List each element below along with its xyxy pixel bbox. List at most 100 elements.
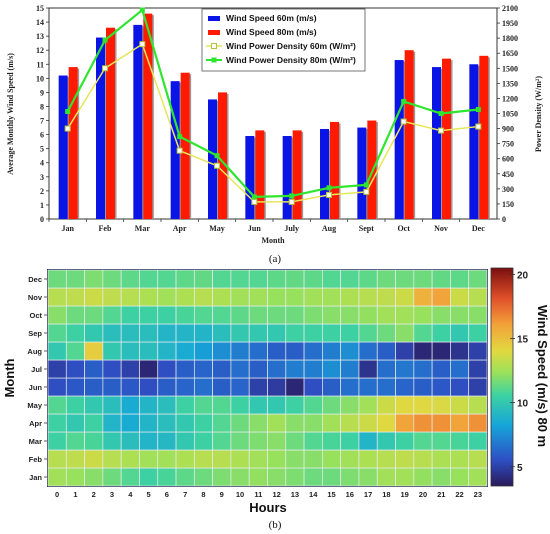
heatmap-cell bbox=[84, 467, 104, 487]
heatmap-cell bbox=[120, 377, 140, 397]
x-tick-label: Jun bbox=[248, 224, 261, 233]
heatmap-cell bbox=[322, 395, 342, 415]
hour-tick-label: 0 bbox=[55, 490, 59, 499]
heatmap-cell bbox=[303, 323, 323, 343]
right-axis-ticks: 0 150 300 450 600 750 900 1050 1200 1350 1500 1650 1… bbox=[497, 4, 518, 224]
legend-label-60m: Wind Speed 60m (m/s) bbox=[226, 13, 317, 23]
heatmap-cell bbox=[157, 395, 177, 415]
heatmap-cell bbox=[47, 431, 67, 451]
heatmap-cell bbox=[376, 413, 396, 433]
heatmap-cell bbox=[468, 431, 488, 451]
panel-label-a: (a) bbox=[269, 253, 282, 265]
heatmap-cell bbox=[450, 323, 470, 343]
heatmap-cell bbox=[193, 359, 213, 379]
heatmap-cell bbox=[157, 413, 177, 433]
heatmap-cell bbox=[267, 269, 287, 289]
heatmap-cell bbox=[84, 323, 104, 343]
heatmap-cell bbox=[120, 269, 140, 289]
heatmap-cell bbox=[376, 449, 396, 469]
heatmap-cell bbox=[431, 395, 451, 415]
point bbox=[326, 185, 332, 191]
bar bbox=[58, 75, 68, 220]
heatmap-cell bbox=[120, 341, 140, 361]
heatmap-cell bbox=[139, 431, 159, 451]
heatmap-cell bbox=[139, 449, 159, 469]
heatmap-cell bbox=[468, 377, 488, 397]
point bbox=[64, 125, 71, 132]
hour-axis-ticks: 0 1 2 3 4 5 6 7 8 9 10 11 12 13 14 15 16 17 18 19 20 21 22 23 bbox=[55, 490, 482, 499]
heatmap-cell bbox=[303, 467, 323, 487]
heatmap-cell bbox=[248, 359, 268, 379]
hour-tick-label: 1 bbox=[73, 490, 77, 499]
heatmap-cell bbox=[102, 395, 122, 415]
heatmap-cell bbox=[376, 287, 396, 307]
panel-label-b: (b) bbox=[269, 519, 282, 531]
point bbox=[475, 106, 481, 112]
x-tick-label: Mar bbox=[135, 224, 151, 233]
hour-tick-label: 4 bbox=[128, 490, 133, 499]
hour-tick-label: 5 bbox=[147, 490, 151, 499]
month-tick-label: Jul bbox=[31, 365, 42, 374]
heatmap-cell bbox=[47, 395, 67, 415]
hour-tick-label: 23 bbox=[474, 490, 482, 499]
heatmap-cell bbox=[340, 269, 360, 289]
hour-tick-label: 14 bbox=[309, 490, 318, 499]
heatmap-cell bbox=[175, 305, 195, 325]
heatmap-cell bbox=[395, 413, 415, 433]
heatmap-cell bbox=[468, 467, 488, 487]
heatmap-cell bbox=[267, 287, 287, 307]
heatmap-cell bbox=[248, 467, 268, 487]
legend-swatch-60m bbox=[208, 16, 220, 21]
heatmap-cell bbox=[267, 431, 287, 451]
heatmap-cell bbox=[285, 287, 305, 307]
bar bbox=[357, 127, 367, 219]
heatmap-cell bbox=[340, 305, 360, 325]
heatmap-cell bbox=[395, 305, 415, 325]
heatmap-cell bbox=[431, 269, 451, 289]
y-tick-label: 8 bbox=[40, 102, 44, 111]
x-tick-label: Dec bbox=[472, 224, 485, 233]
month-tick-label: Mar bbox=[29, 437, 42, 446]
x-axis-title: Month bbox=[261, 236, 285, 245]
hour-tick-label: 7 bbox=[183, 490, 187, 499]
hour-tick-label: 2 bbox=[92, 490, 96, 499]
heatmap-cell bbox=[431, 431, 451, 451]
heatmap-cell bbox=[303, 413, 323, 433]
heatmap-cell bbox=[212, 305, 232, 325]
x-tick-label: Aug bbox=[322, 224, 336, 233]
y-tick-label: 14 bbox=[36, 18, 44, 27]
point bbox=[288, 198, 295, 205]
heatmap-cell bbox=[212, 431, 232, 451]
y2-tick-label: 1800 bbox=[502, 34, 518, 43]
heatmap-cell bbox=[468, 413, 488, 433]
heatmap-cell bbox=[120, 395, 140, 415]
heatmap-cell bbox=[376, 377, 396, 397]
heatmap-cell bbox=[139, 287, 159, 307]
heatmap-cell bbox=[358, 413, 378, 433]
heatmap-cell bbox=[65, 467, 85, 487]
y2-tick-label: 1050 bbox=[502, 110, 518, 119]
heatmap-cells bbox=[47, 269, 488, 487]
heatmap-cell bbox=[395, 287, 415, 307]
x-tick-label: Jan bbox=[61, 224, 74, 233]
heatmap-cell bbox=[193, 395, 213, 415]
heatmap-cell bbox=[175, 341, 195, 361]
y-tick-label: 15 bbox=[36, 4, 44, 13]
heatmap-cell bbox=[102, 359, 122, 379]
y2-tick-label: 1500 bbox=[502, 64, 518, 73]
heatmap-cell bbox=[267, 323, 287, 343]
y2-tick-label: 2100 bbox=[502, 4, 518, 13]
heatmap-cell bbox=[450, 269, 470, 289]
heatmap-cell bbox=[413, 341, 433, 361]
heatmap-cell bbox=[340, 341, 360, 361]
x-axis-ticks: Jan Feb Mar Apr May Jun July Aug Sept Oct Nov Dec bbox=[48, 219, 485, 233]
heatmap-cell bbox=[102, 341, 122, 361]
heatmap-cell bbox=[47, 305, 67, 325]
y-axis-title: Average Monthly Wind Speed (m/s) bbox=[6, 53, 15, 175]
heatmap-cell bbox=[84, 449, 104, 469]
heatmap-cell bbox=[84, 341, 104, 361]
heatmap-cell bbox=[84, 305, 104, 325]
heatmap-cell bbox=[193, 413, 213, 433]
heatmap-cell bbox=[212, 449, 232, 469]
